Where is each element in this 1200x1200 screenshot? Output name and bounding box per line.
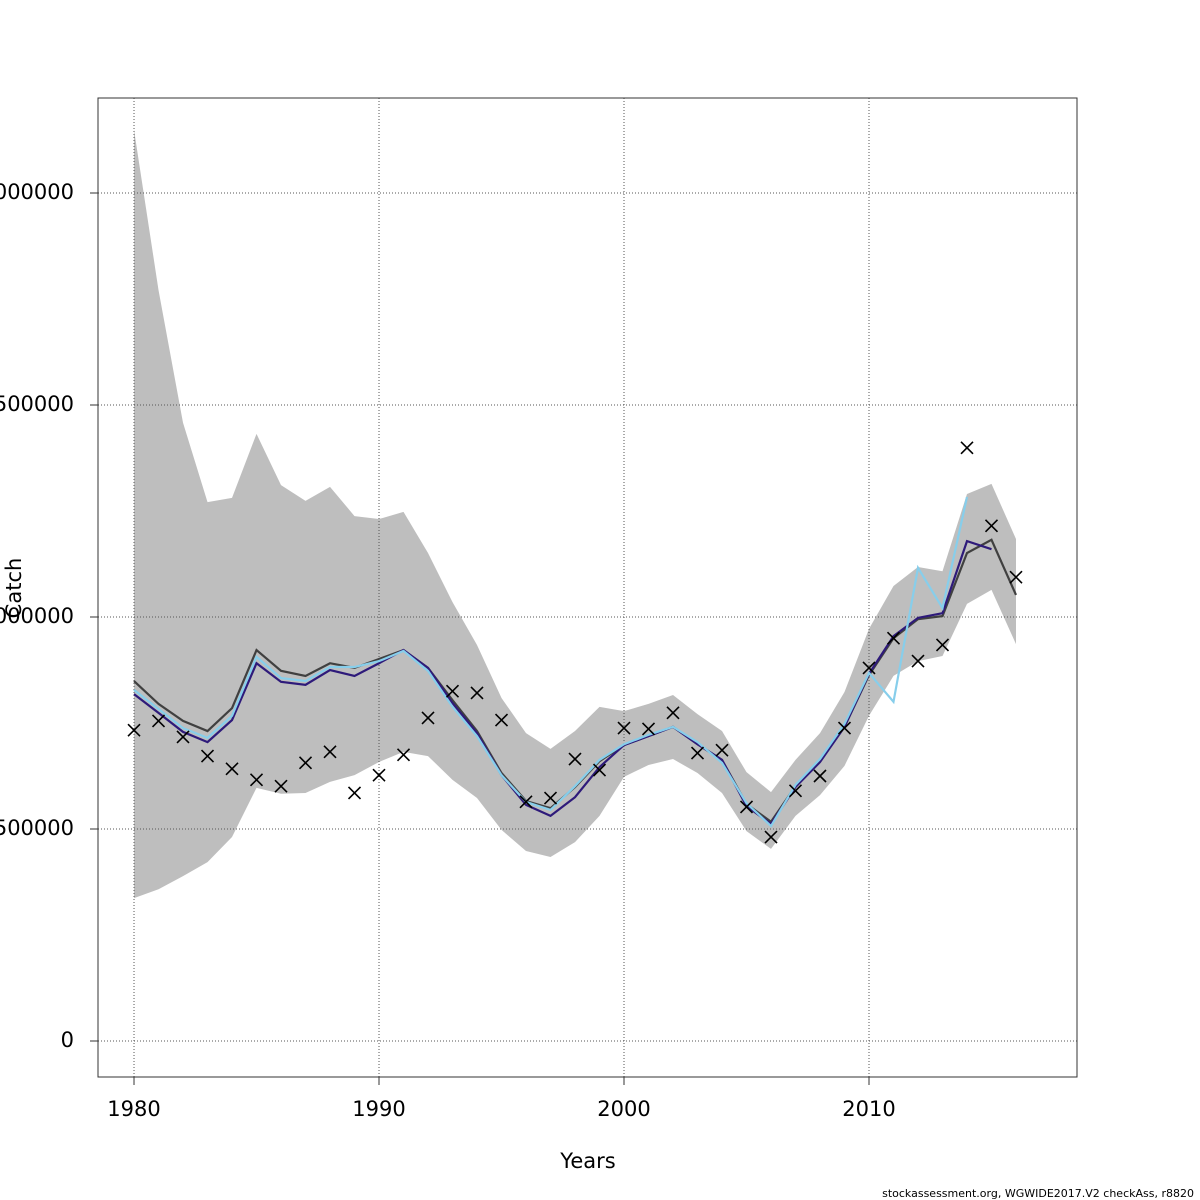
y-tick-label: 1000000 — [0, 604, 74, 628]
observed-point — [764, 830, 778, 844]
observed-point — [960, 441, 974, 455]
y-axis-label: Catch — [2, 558, 26, 619]
observed-point — [445, 684, 460, 698]
x-tick-label: 1990 — [352, 1097, 405, 1121]
observed-point — [151, 714, 166, 728]
observed-point — [470, 686, 484, 700]
observed-point — [249, 773, 264, 787]
observed-point — [396, 748, 411, 762]
observed-point — [862, 661, 876, 675]
observed-point — [176, 730, 190, 744]
observed-point — [225, 762, 239, 776]
observed-point — [715, 743, 729, 757]
y-tick-label: 0 — [61, 1028, 74, 1052]
x-tick-label: 2010 — [842, 1097, 895, 1121]
series-line — [133, 496, 969, 828]
x-tick-label: 2000 — [597, 1097, 650, 1121]
observed-point — [813, 769, 827, 783]
observed-point — [592, 763, 607, 777]
observed-point — [690, 746, 705, 760]
observed-point — [347, 786, 362, 800]
observed-point — [543, 791, 558, 805]
observed-point — [372, 768, 386, 782]
observed-point — [323, 745, 337, 759]
y-tick-label: 2000000 — [0, 180, 74, 204]
x-tick-label: 1980 — [107, 1097, 160, 1121]
observed-point — [494, 713, 509, 727]
observed-point — [617, 721, 631, 735]
observed-point — [739, 800, 754, 814]
observed-point — [519, 795, 533, 809]
observed-point — [568, 752, 582, 766]
observed-point — [421, 711, 435, 725]
observed-point — [666, 706, 680, 720]
observed-point — [127, 723, 141, 737]
observed-point — [984, 519, 999, 533]
footer: stockassessment.org, WGWIDE2017.V2 check… — [882, 1187, 1194, 1200]
observed-point — [1009, 570, 1023, 584]
confidence-band — [134, 129, 1016, 899]
observed-point — [935, 638, 950, 652]
observed-point — [911, 654, 925, 668]
observed-point — [200, 749, 215, 763]
y-tick-label: 1500000 — [0, 392, 74, 416]
observed-point — [788, 784, 803, 798]
y-tick-label: 500000 — [0, 816, 74, 840]
series-line — [133, 539, 992, 826]
x-axis-label: Years — [559, 1149, 615, 1173]
observed-point — [837, 721, 852, 735]
observed-point — [641, 722, 656, 736]
observed-point — [274, 779, 288, 793]
observed-point — [886, 631, 901, 645]
observed-point — [298, 756, 313, 770]
plot-frame — [97, 97, 1078, 1078]
